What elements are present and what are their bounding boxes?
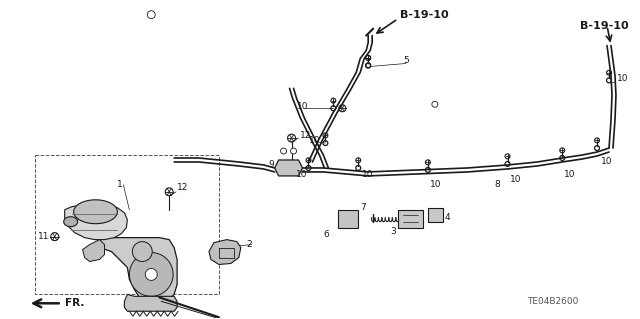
Polygon shape xyxy=(209,240,241,264)
Polygon shape xyxy=(145,269,157,280)
Text: 3: 3 xyxy=(390,227,396,236)
Text: 2: 2 xyxy=(247,240,252,249)
Text: FR.: FR. xyxy=(65,298,84,308)
Text: 11: 11 xyxy=(38,232,49,241)
Circle shape xyxy=(280,148,287,154)
Polygon shape xyxy=(129,253,173,296)
Polygon shape xyxy=(275,160,303,176)
Text: 12: 12 xyxy=(300,130,311,140)
Circle shape xyxy=(147,11,156,19)
Text: 10: 10 xyxy=(564,170,576,179)
Text: B-19-10: B-19-10 xyxy=(580,21,628,31)
Text: TE04B2600: TE04B2600 xyxy=(527,297,579,306)
Circle shape xyxy=(291,148,296,154)
Polygon shape xyxy=(428,208,443,222)
Text: 7: 7 xyxy=(360,203,366,212)
Polygon shape xyxy=(83,240,104,262)
Text: 10: 10 xyxy=(296,102,308,111)
Text: 6: 6 xyxy=(323,230,329,239)
Text: 9: 9 xyxy=(269,160,275,169)
Polygon shape xyxy=(64,217,77,227)
Polygon shape xyxy=(132,241,152,262)
Text: 1: 1 xyxy=(117,180,123,189)
Polygon shape xyxy=(124,294,177,311)
Circle shape xyxy=(432,101,438,107)
Text: 10: 10 xyxy=(617,74,628,83)
Text: 4: 4 xyxy=(445,213,451,222)
Text: B-19-10: B-19-10 xyxy=(400,10,449,20)
Text: 12: 12 xyxy=(177,183,189,192)
Polygon shape xyxy=(398,210,423,228)
Text: 10: 10 xyxy=(308,136,320,145)
Text: 10: 10 xyxy=(601,158,612,167)
Text: 8: 8 xyxy=(495,180,500,189)
Polygon shape xyxy=(339,210,358,228)
Text: 5: 5 xyxy=(403,56,409,65)
Text: 10: 10 xyxy=(509,175,521,184)
Polygon shape xyxy=(97,238,177,301)
Text: 10: 10 xyxy=(296,170,307,179)
Polygon shape xyxy=(74,200,117,224)
Polygon shape xyxy=(65,204,127,240)
Text: 10: 10 xyxy=(362,170,374,179)
Text: 10: 10 xyxy=(430,180,442,189)
